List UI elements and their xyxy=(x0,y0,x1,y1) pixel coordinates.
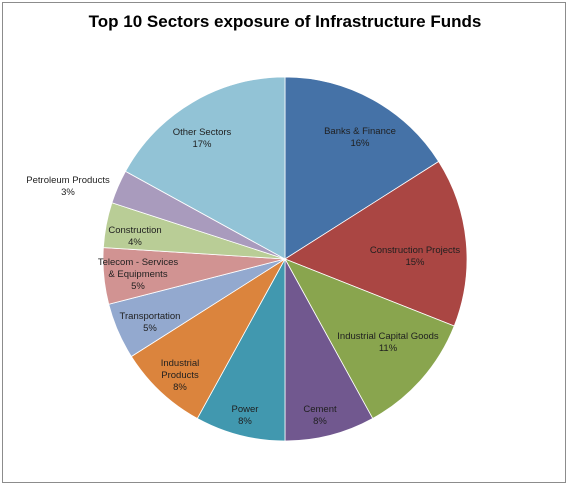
slice-percent: 17% xyxy=(192,139,212,150)
slice-label: Industrial Capital Goods 11% xyxy=(337,331,439,354)
slice-label: Telecom - Services & Equipments 5% xyxy=(98,257,178,292)
slice-label: Cement 8% xyxy=(303,404,337,427)
slice-name: Industrial Capital Goods xyxy=(337,331,439,342)
slice-name: Industrial xyxy=(161,358,200,369)
slice-percent: 4% xyxy=(128,237,142,248)
slice-percent: 8% xyxy=(238,416,252,427)
slice-label: Construction 4% xyxy=(108,225,161,248)
slice-name: Construction xyxy=(108,225,161,236)
slice-name: Transportation xyxy=(120,311,181,322)
slice-label: Transportation 5% xyxy=(120,311,181,334)
slice-percent: 8% xyxy=(173,382,187,393)
slice-percent: 5% xyxy=(131,281,145,292)
slice-name: Banks & Finance xyxy=(324,126,396,137)
slice-percent: 3% xyxy=(61,187,75,198)
slice-label: Construction Projects 15% xyxy=(370,245,461,268)
slice-percent: 16% xyxy=(350,138,370,149)
slice-percent: 8% xyxy=(313,416,327,427)
slice-label: Power 8% xyxy=(232,404,259,427)
slice-name: Cement xyxy=(303,404,337,415)
slice-label: Industrial Products 8% xyxy=(161,358,200,393)
slice-percent: 11% xyxy=(379,343,398,354)
slice-name: Products xyxy=(161,370,199,381)
slice-label: Petroleum Products 3% xyxy=(26,175,110,198)
slice-label: Banks & Finance 16% xyxy=(324,126,396,149)
chart-title: Top 10 Sectors exposure of Infrastructur… xyxy=(88,12,482,31)
slice-name: Construction Projects xyxy=(370,245,461,256)
pie-slice xyxy=(196,258,286,442)
pie-slice xyxy=(284,258,374,442)
slice-percent: 15% xyxy=(405,257,425,268)
pie-slice xyxy=(124,76,286,260)
slice-name: Telecom - Services xyxy=(98,257,178,268)
slice-label: Other Sectors 17% xyxy=(173,127,232,150)
slice-name: Other Sectors xyxy=(173,127,232,138)
pie-slice xyxy=(284,76,440,260)
slice-percent: 5% xyxy=(143,323,157,334)
slice-name: Petroleum Products xyxy=(26,175,110,186)
slice-name: & Equipments xyxy=(108,269,167,280)
slice-name: Power xyxy=(232,404,259,415)
pie-slice xyxy=(130,258,286,420)
pie-slice xyxy=(284,160,468,327)
pie-slice xyxy=(284,258,455,420)
